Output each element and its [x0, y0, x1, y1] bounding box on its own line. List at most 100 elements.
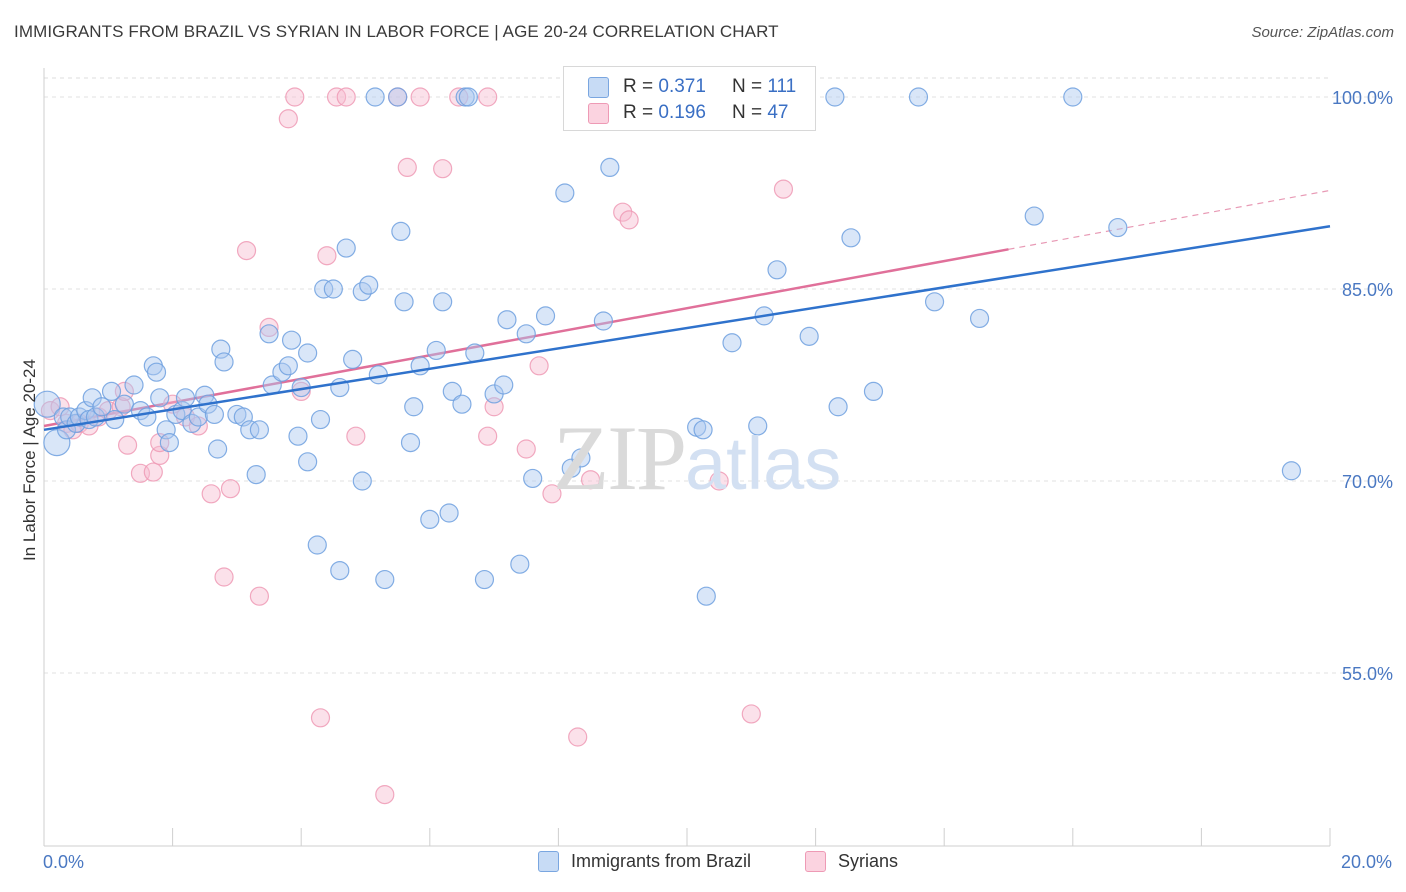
brazil-point	[825, 87, 845, 107]
brazil-point	[365, 87, 385, 107]
source-label: Source: ZipAtlas.com	[1251, 24, 1394, 41]
syrians-point	[478, 426, 498, 446]
brazil-point	[92, 397, 112, 417]
series-swatch-syrians	[805, 851, 826, 872]
brazil-point	[767, 260, 787, 280]
brazil-point	[214, 352, 234, 372]
syrians-point	[143, 462, 163, 482]
legend-row-brazil: R = 0.371 N = 111	[588, 74, 796, 100]
correlation-legend: R = 0.371 N = 111 R = 0.196 N = 47	[563, 66, 816, 131]
brazil-point	[352, 471, 372, 491]
legend-swatch-syrians	[588, 102, 609, 124]
brazil-point	[298, 343, 318, 363]
brazil-point	[359, 275, 379, 295]
brazil-point	[693, 420, 713, 440]
legend-n-value-brazil: 111	[767, 76, 797, 97]
brazil-point	[497, 310, 517, 330]
brazil-point	[101, 381, 122, 401]
brazil-point	[330, 560, 350, 581]
legend-r-value-syrians: 0.196	[658, 102, 706, 123]
brazil-point	[388, 87, 408, 107]
data-points	[33, 87, 1302, 805]
brazil-point	[137, 407, 157, 427]
brazil-point	[841, 228, 861, 248]
brazil-point	[555, 183, 575, 203]
watermark: ZIPatlas	[553, 405, 841, 511]
brazil-point	[1024, 206, 1044, 226]
syrians-point	[529, 356, 549, 376]
syrians-point	[117, 435, 138, 455]
brazil-point	[799, 326, 819, 346]
x-tick-min: 0.0%	[43, 852, 85, 872]
series-label-syrians: Syrians	[838, 851, 899, 871]
syrians-point	[220, 479, 241, 499]
syrians-point	[619, 210, 639, 230]
brazil-point	[523, 468, 543, 489]
brazil-point	[150, 388, 170, 408]
legend-r-value-brazil: 0.371	[658, 76, 706, 97]
y-tick-label: 55.0%	[1342, 664, 1393, 684]
syrians-point	[201, 484, 221, 504]
chart-title: IMMIGRANTS FROM BRAZIL VS SYRIAN IN LABO…	[14, 22, 779, 41]
brazil-point	[593, 311, 614, 331]
syrians-point	[433, 159, 453, 179]
syrians-point	[346, 426, 366, 446]
brazil-point	[1281, 461, 1302, 481]
syrians-point	[259, 317, 279, 337]
series-legend-syrians: Syrians	[805, 851, 898, 872]
brazil-point	[426, 340, 446, 361]
brazil-point	[510, 554, 530, 574]
brazil-point	[159, 433, 179, 453]
brazil-point	[571, 448, 591, 468]
y-axis-label: In Labor Force | Age 20-24	[20, 359, 39, 561]
brazil-point	[375, 569, 395, 590]
brazil-point	[452, 394, 472, 414]
series-legend-brazil: Immigrants from Brazil	[538, 851, 751, 872]
brazil-point	[696, 586, 716, 606]
brazil-point	[310, 409, 331, 430]
brazil-point	[600, 157, 620, 177]
legend-n-label: N =	[731, 102, 763, 123]
syrians-point	[249, 586, 270, 606]
brazil-point	[114, 394, 134, 414]
brazil-point	[146, 362, 167, 382]
legend-row-syrians: R = 0.196 N = 47	[588, 100, 788, 126]
brazil-point	[1108, 217, 1128, 238]
series-label-brazil: Immigrants from Brazil	[571, 851, 752, 871]
brazil-point	[863, 381, 884, 401]
syrians-point	[410, 87, 430, 107]
brazil-point	[156, 420, 176, 440]
syrians-point	[542, 484, 562, 504]
axes	[43, 68, 1331, 847]
brazil-point	[259, 324, 279, 344]
syrians-point	[449, 87, 469, 107]
syrians-point	[773, 179, 794, 199]
brazil-point	[924, 292, 945, 312]
brazil-point	[298, 452, 318, 472]
brazil-point	[204, 404, 224, 425]
syrians-point	[236, 241, 257, 261]
brazil-point	[1063, 87, 1083, 107]
brazil-point	[439, 503, 459, 523]
syrians-trend-extension	[1008, 189, 1331, 250]
legend-n-value-syrians: 47	[767, 102, 789, 123]
brazil-point	[535, 306, 556, 326]
brazil-point	[211, 339, 231, 359]
brazil-point	[404, 397, 424, 417]
syrians-point	[310, 708, 331, 728]
legend-n-label: N =	[731, 76, 763, 97]
watermark-zip: ZIP	[553, 407, 687, 509]
watermark-atlas: atlas	[685, 422, 842, 505]
x-tick-max: 20.0%	[1340, 852, 1392, 872]
y-tick-labels: 55.0% 70.0% 85.0% 100.0%	[1332, 88, 1393, 684]
syrians-point	[478, 87, 498, 107]
brazil-point	[343, 349, 363, 369]
brazil-point	[969, 308, 990, 329]
syrians-point	[285, 87, 305, 107]
brazil-point	[249, 420, 270, 440]
brazil-point	[465, 343, 485, 363]
series-swatch-brazil	[538, 851, 559, 872]
brazil-point	[400, 433, 421, 453]
brazil-point	[278, 356, 298, 376]
brazil-point	[433, 292, 453, 312]
